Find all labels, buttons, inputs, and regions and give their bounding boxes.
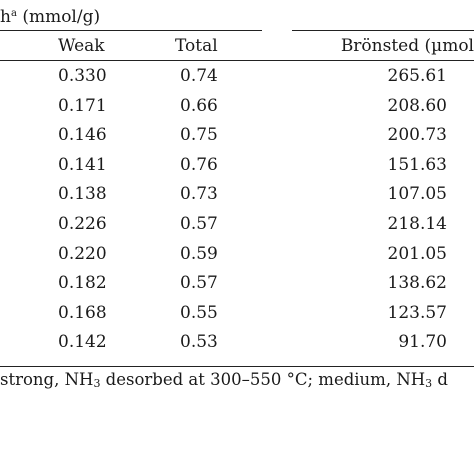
- table-cell-total: 0.55: [180, 302, 218, 323]
- column-header-bronsted: Brönsted (µmol: [340, 36, 474, 56]
- table-cell-bronsted: 91.70: [398, 332, 447, 353]
- table-cell-bronsted: 151.63: [387, 154, 447, 175]
- table-cell-weak: 0.142: [58, 332, 107, 353]
- table-cell-weak: 0.141: [58, 154, 107, 175]
- column-header-total: Total: [175, 36, 218, 56]
- table-cell-total: 0.73: [180, 184, 218, 205]
- group-header-superscript: a: [10, 8, 17, 19]
- table-cell-bronsted: 218.14: [387, 214, 447, 234]
- table-footnote: strong, NH3 desorbed at 300–550 °C; medi…: [0, 370, 448, 394]
- table-cell-total: 0.74: [180, 66, 218, 86]
- footnote-part-3: d: [432, 370, 448, 389]
- header-bottom-rule: [0, 60, 474, 61]
- table-cell-weak: 0.138: [58, 184, 107, 205]
- footnote-subscript-1: 3: [93, 377, 101, 390]
- group-header-text: h: [0, 7, 11, 27]
- table-cell-bronsted: 208.60: [387, 95, 447, 116]
- table-cell-total: 0.76: [180, 154, 218, 175]
- group-header: ha (mmol/g): [0, 4, 100, 27]
- table-cell-bronsted: 107.05: [387, 184, 447, 205]
- table-bottom-rule: [0, 366, 474, 367]
- table-cell-weak: 0.220: [58, 243, 107, 264]
- table-cell-total: 0.59: [180, 243, 218, 264]
- footnote-part-2: desorbed at 300–550 °C; medium, NH: [100, 370, 426, 389]
- table-cell-bronsted: 265.61: [387, 66, 447, 86]
- footnote-subscript-2: 3: [425, 377, 433, 390]
- table-cell-weak: 0.182: [58, 273, 107, 294]
- table-cell-total: 0.57: [180, 214, 218, 234]
- table-cell-weak: 0.146: [58, 125, 107, 146]
- bronsted-header-rule: [292, 30, 474, 31]
- group-header-unit: (mmol/g): [22, 7, 101, 27]
- table-cell-bronsted: 138.62: [387, 273, 447, 294]
- column-header-weak: Weak: [58, 36, 105, 56]
- table-cell-weak: 0.330: [58, 66, 107, 86]
- table-cell-weak: 0.168: [58, 302, 107, 323]
- table-cell-total: 0.66: [180, 95, 218, 116]
- table-cell-bronsted: 201.05: [387, 243, 447, 264]
- table-cell-weak: 0.171: [58, 95, 107, 116]
- group-header-rule: [0, 30, 262, 31]
- footnote-part-1: strong, NH: [0, 370, 94, 389]
- table-cell-bronsted: 123.57: [387, 302, 447, 323]
- table-cell-total: 0.53: [180, 332, 218, 353]
- table-cell-weak: 0.226: [58, 214, 107, 234]
- table-cell-bronsted: 200.73: [387, 125, 447, 146]
- table-cell-total: 0.75: [180, 125, 218, 146]
- table-cell-total: 0.57: [180, 273, 218, 294]
